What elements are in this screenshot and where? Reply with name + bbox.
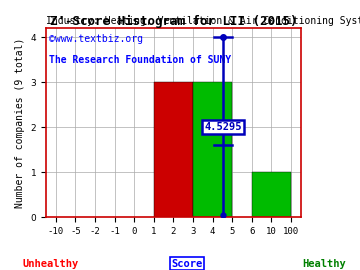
Text: Healthy: Healthy — [302, 259, 346, 269]
Text: Score: Score — [172, 259, 203, 269]
Text: ©www.textbiz.org: ©www.textbiz.org — [49, 34, 143, 44]
Text: Unhealthy: Unhealthy — [22, 259, 78, 269]
Y-axis label: Number of companies (9 total): Number of companies (9 total) — [15, 38, 25, 208]
Text: Industry: Heating, Ventilation & Air Conditioning Syste: Industry: Heating, Ventilation & Air Con… — [46, 16, 360, 26]
Text: 4.5295: 4.5295 — [204, 122, 242, 132]
Bar — [252, 172, 291, 217]
Bar — [154, 82, 193, 217]
Bar — [193, 82, 232, 217]
Text: The Research Foundation of SUNY: The Research Foundation of SUNY — [49, 55, 231, 65]
Title: Z'-Score Histogram for LII (2015): Z'-Score Histogram for LII (2015) — [50, 15, 297, 28]
